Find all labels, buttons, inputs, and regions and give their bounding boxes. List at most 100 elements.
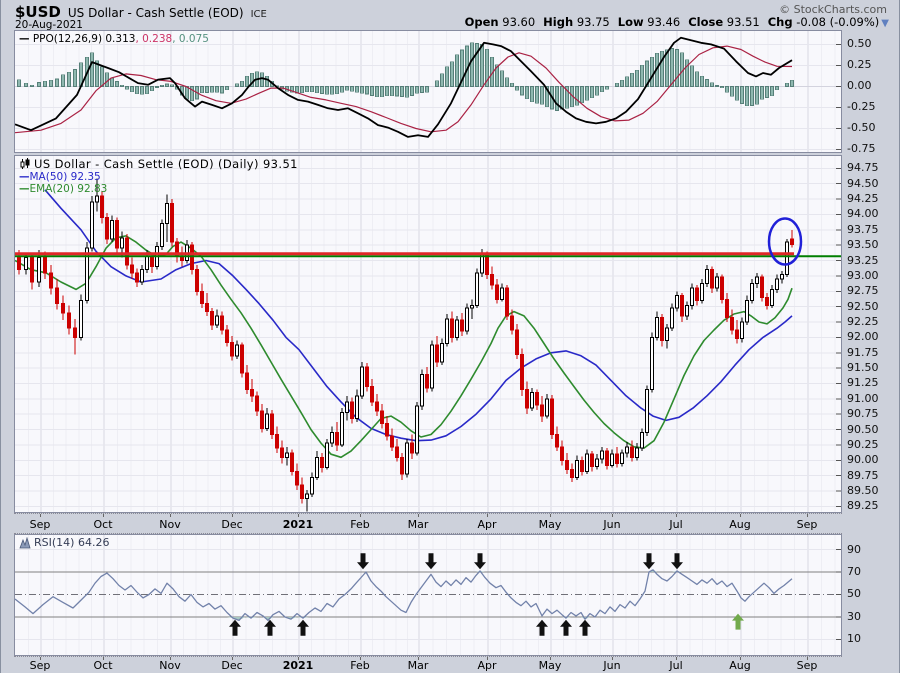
month-tick-mark: [170, 657, 171, 660]
month-label: Mar: [407, 659, 429, 672]
buy-signal-arrow-icon: [579, 619, 591, 636]
price-plot: [15, 156, 841, 512]
ema20-swatch: —: [19, 183, 30, 195]
y-axis-tick-label: 94.50: [847, 176, 879, 190]
y-axis-tick-label: 94.25: [847, 192, 879, 206]
y-axis-tick-label: 91.75: [847, 345, 879, 359]
month-label: 2021: [282, 518, 314, 531]
arrow-annotations: [229, 553, 744, 636]
ppo-legend: — PPO(12,26,9) 0.313, 0.238, 0.075: [19, 33, 209, 45]
y-axis-tick-label: 90.50: [847, 422, 879, 436]
y-axis-tick-label: 89.25: [847, 499, 879, 513]
month-label: Feb: [350, 518, 370, 531]
month-label: Oct: [93, 518, 113, 531]
month-label: May: [538, 659, 562, 672]
copyright-label: © StockCharts.com: [779, 3, 887, 16]
ppo-indicator-panel: — PPO(12,26,9) 0.313, 0.238, 0.075: [14, 30, 842, 153]
oversold-fill: [15, 616, 792, 621]
rsi-line: [15, 569, 793, 622]
month-tick-mark: [170, 514, 171, 517]
chart-date: 20-Aug-2021: [15, 19, 83, 31]
y-axis-tick-label: 93.50: [847, 238, 879, 252]
ppo-line: [15, 36, 793, 138]
y-axis-tick-label: 92.75: [847, 284, 879, 298]
month-label: Mar: [407, 518, 429, 531]
price-title: US Dollar - Cash Settle (EOD) (Daily) 93…: [34, 157, 298, 171]
month-label: Dec: [221, 518, 243, 531]
y-axis-tick-label: 0.50: [847, 37, 872, 51]
y-axis-tick-label: 94.00: [847, 207, 879, 221]
y-axis-tick-label: 90.25: [847, 437, 879, 451]
month-tick-mark: [103, 514, 104, 517]
month-label: Jun: [603, 659, 621, 672]
y-axis-tick-label: 92.25: [847, 315, 879, 328]
y-axis-tick-label: 93.75: [847, 222, 879, 236]
month-tick-mark: [298, 657, 299, 660]
ohlc-quote-row: Open 93.60 High 93.75 Low 93.46 Close 93.51…: [457, 15, 889, 29]
chg-dropdown-arrow-icon[interactable]: ▼: [881, 18, 889, 29]
month-tick-mark: [807, 657, 808, 660]
ma50-legend: MA(50) 92.35: [29, 171, 101, 183]
quote-label: Close: [688, 15, 724, 29]
y-axis-tick-label: 0.00: [847, 79, 872, 93]
month-label: Nov: [159, 518, 181, 531]
month-label: Nov: [159, 659, 181, 672]
sell-signal-arrow-icon: [474, 553, 486, 570]
month-tick-mark: [232, 657, 233, 660]
month-tick-mark: [612, 657, 613, 660]
y-axis-tick-label: 90: [847, 542, 861, 556]
month-tick-mark: [232, 514, 233, 517]
x-axis-months-middle: Sep Oct Nov Dec 2021 Feb Mar Apr May Jun Jul Aug Sep: [14, 513, 842, 534]
candlestick-icon: [20, 158, 30, 169]
y-axis-tick-label: 89.50: [847, 484, 879, 498]
month-tick-mark: [103, 657, 104, 660]
ppo-plot: [15, 31, 841, 152]
horizontal-gridlines: [15, 43, 841, 150]
y-axis-tick-label: 89.75: [847, 468, 879, 482]
vertical-gridlines: [27, 31, 836, 152]
month-tick-mark: [676, 514, 677, 517]
ppo-signal-value: , 0.238: [135, 33, 173, 45]
y-axis-tick-label: 92.50: [847, 299, 879, 313]
month-label: Jul: [669, 518, 683, 531]
y-axis-tick-label: 70: [847, 565, 861, 578]
chart-header: $USD US Dollar - Cash Settle (EOD) ICE: [15, 3, 267, 21]
buy-signal-arrow-icon: [560, 619, 572, 636]
y-axis-tick-label: 91.00: [847, 391, 879, 405]
month-label: Aug: [729, 518, 751, 531]
buy-signal-arrow-icon: [297, 619, 309, 636]
month-label: Sep: [29, 659, 51, 672]
ppo-histogram: [17, 42, 794, 111]
month-tick-mark: [40, 657, 41, 660]
month-tick-mark: [418, 657, 419, 660]
indicator-icon: [19, 537, 31, 549]
month-label: Dec: [221, 659, 243, 672]
quote-label: Open: [464, 15, 499, 29]
y-axis-tick-label: 93.00: [847, 268, 879, 282]
y-axis-tick-label: 10: [847, 632, 861, 646]
quote-value: -0.08 (-0.09%): [792, 15, 880, 29]
y-axis-tick-label: 50: [847, 587, 861, 601]
y-axis-tick-label: -0.50: [847, 121, 876, 135]
y-axis-tick-label: 0.25: [847, 58, 872, 72]
y-axis-labels: 0.50 0.25 0.00 -0.25 -0.50 -0.75 94.75 94.50 94.…: [843, 0, 900, 673]
green-buy-arrow-icon: [732, 613, 744, 630]
sell-signal-arrow-icon: [671, 553, 683, 570]
horizontal-gridlines: [15, 167, 841, 507]
month-tick-mark: [360, 657, 361, 660]
instrument-name: US Dollar - Cash Settle (EOD): [67, 6, 244, 20]
month-tick-mark: [487, 514, 488, 517]
axis-tick-marks: [836, 43, 841, 150]
ppo-line-swatch: —: [19, 33, 30, 45]
buy-signal-arrow-icon: [229, 619, 241, 636]
month-tick-mark: [418, 514, 419, 517]
exchange-label: ICE: [250, 9, 267, 20]
y-axis-tick-label: 94.75: [847, 161, 879, 175]
ma50-swatch: —: [19, 171, 30, 183]
sell-signal-arrow-icon: [357, 553, 369, 570]
candlesticks: [17, 178, 794, 512]
quote-label: Chg: [767, 15, 793, 29]
vertical-gridlines: [27, 156, 836, 512]
month-label: Jul: [669, 659, 683, 672]
month-label: May: [538, 518, 562, 531]
